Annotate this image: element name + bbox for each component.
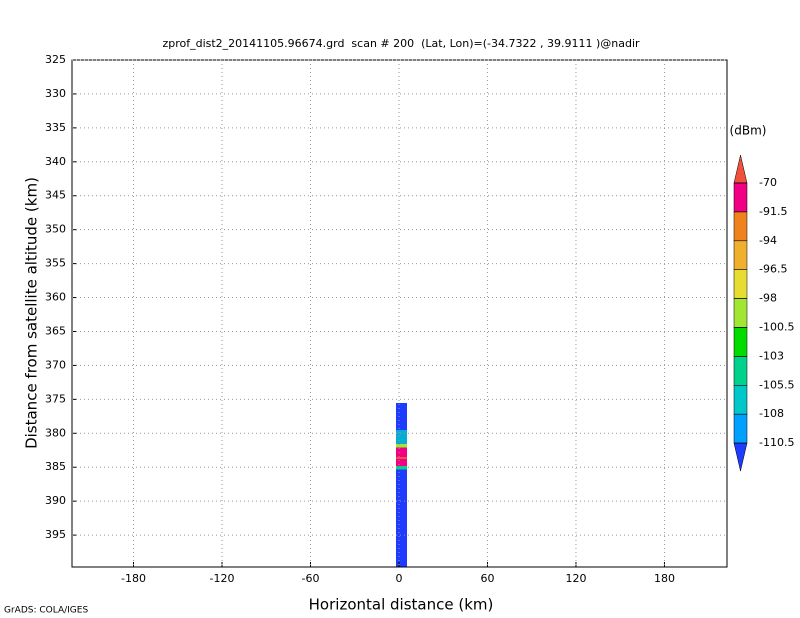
y-tick-label: 355 xyxy=(45,257,66,270)
x-axis-label: Horizontal distance (km) xyxy=(309,596,494,614)
footer: GrADS: COLA/IGES xyxy=(4,606,88,616)
colorbar-label: -91.5 xyxy=(759,205,787,218)
colorbar-label: -96.5 xyxy=(759,263,787,276)
y-tick-label: 360 xyxy=(45,291,66,304)
plot-frame xyxy=(71,59,728,568)
y-tick-label: 380 xyxy=(45,426,66,439)
colorbar-unit: (dBm) xyxy=(730,124,767,138)
y-tick-label: 365 xyxy=(45,324,66,337)
y-tick-label: 335 xyxy=(45,121,66,134)
x-tick-label: 120 xyxy=(565,572,586,585)
colorbar-segment xyxy=(733,269,748,299)
colorbar-segment xyxy=(733,442,748,472)
x-tick-label: -120 xyxy=(210,572,235,585)
colorbar-label: -70 xyxy=(759,176,777,189)
x-tick-label: 180 xyxy=(654,572,675,585)
colorbar-segment xyxy=(733,413,748,444)
colorbar-label: -98 xyxy=(759,292,777,305)
field xyxy=(396,237,672,567)
y-tick-label: 345 xyxy=(45,189,66,202)
colorbar-segment xyxy=(733,182,748,213)
y-tick-label: 390 xyxy=(45,494,66,507)
chart-title: zprof_dist2_20141105.96674.grd scan # 20… xyxy=(162,37,640,50)
y-tick-label: 395 xyxy=(45,528,66,541)
colorbar-label: -105.5 xyxy=(759,378,794,391)
colorbar-segment xyxy=(733,356,748,386)
colorbar-segment xyxy=(733,298,748,328)
field-background xyxy=(396,237,672,567)
y-tick-label: 370 xyxy=(45,358,66,371)
y-tick-label: 375 xyxy=(45,392,66,405)
x-tick-label: -180 xyxy=(121,572,146,585)
y-tick-label: 350 xyxy=(45,223,66,236)
y-tick-label: 340 xyxy=(45,155,66,168)
x-tick-label: 0 xyxy=(395,572,402,585)
y-tick-label: 330 xyxy=(45,87,66,100)
colorbar-label: -100.5 xyxy=(759,321,794,334)
colorbar-segment xyxy=(733,240,748,270)
colorbar-label: -94 xyxy=(759,234,777,247)
colorbar-segment xyxy=(733,211,748,242)
colorbar-label: -108 xyxy=(759,407,784,420)
colorbar-label: -103 xyxy=(759,349,784,362)
x-tick-label: -60 xyxy=(302,572,320,585)
colorbar-label: -110.5 xyxy=(759,436,794,449)
y-tick-label: 325 xyxy=(45,53,66,66)
x-tick-label: 60 xyxy=(480,572,494,585)
colorbar-segment xyxy=(733,327,748,357)
y-axis-label: Distance from satellite altitude (km) xyxy=(23,177,41,449)
colorbar-segment xyxy=(733,385,748,415)
y-tick-label: 385 xyxy=(45,460,66,473)
colorbar-segment xyxy=(733,154,748,184)
